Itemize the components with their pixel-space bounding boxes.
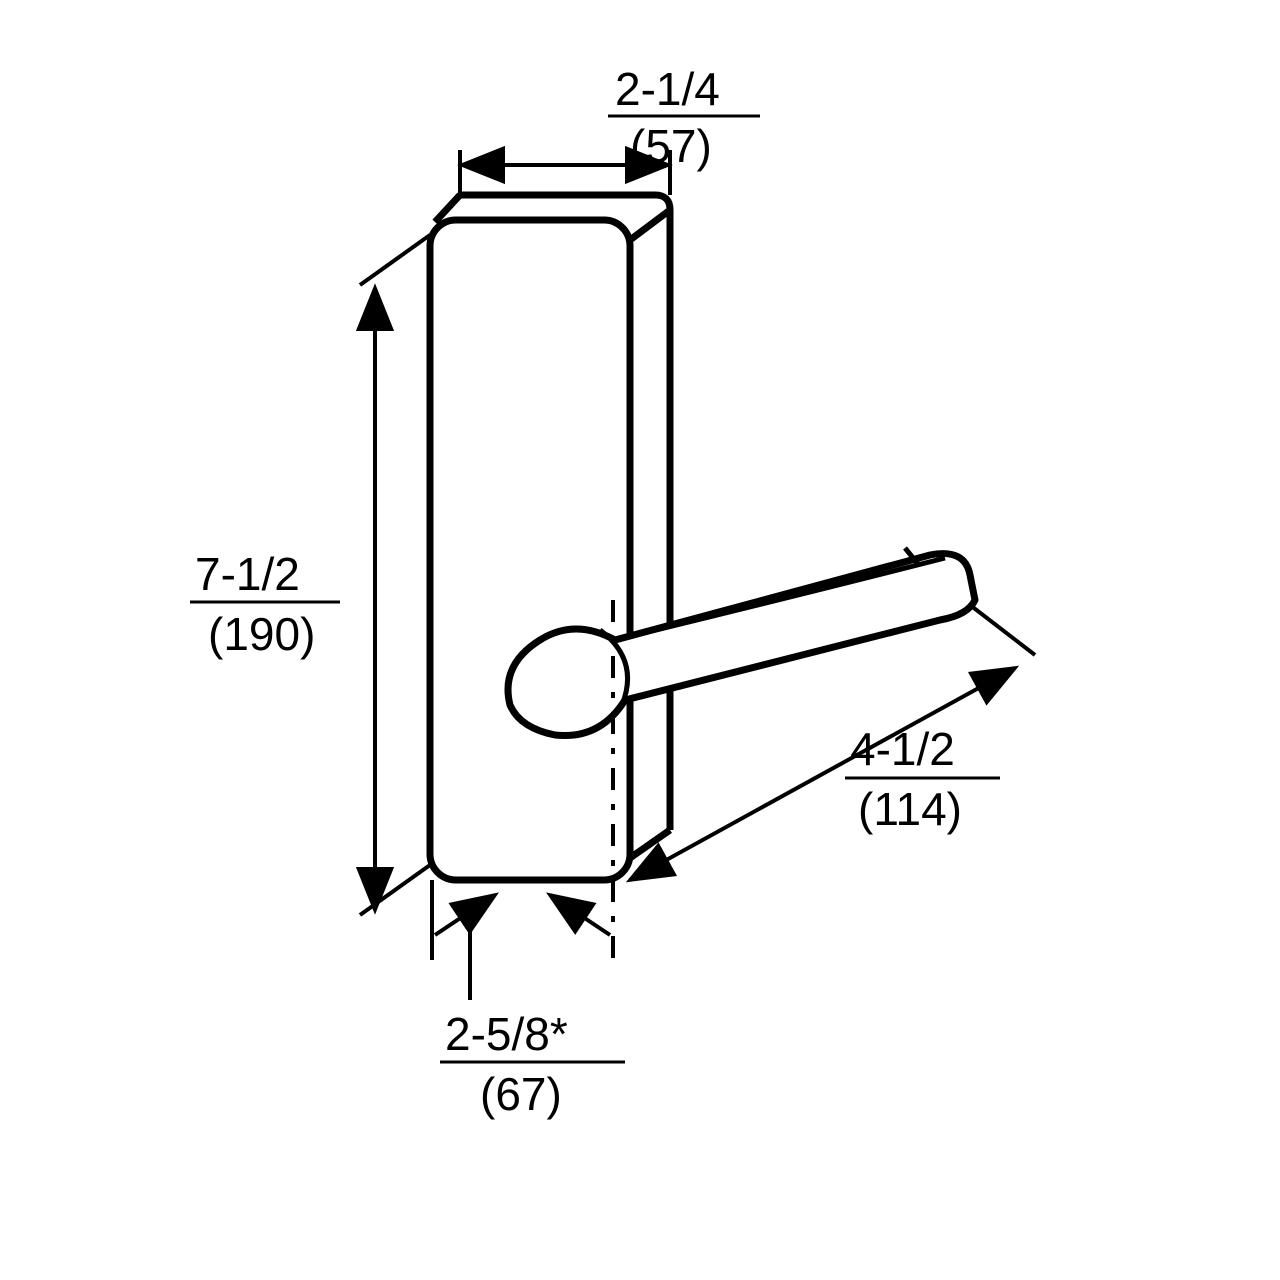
dim-width-metric: (57) [630,120,712,172]
dim-lever-metric: (114) [858,783,962,835]
dim-height [360,235,430,915]
dim-height-imperial: 7-1/2 [195,548,300,600]
dim-backset-metric: (67) [480,1068,562,1120]
dim-backset [432,880,610,1000]
dim-height-metric: (190) [208,608,315,660]
dim-backset-imperial: 2-5/8* [445,1008,568,1060]
dim-width-imperial: 2-1/4 [615,63,720,115]
dimension-diagram: 2-1/4 (57) 7-1/2 (190) 4-1/2 (114) 2-5/8… [0,0,1280,1280]
dim-lever-imperial: 4-1/2 [850,723,955,775]
escutcheon-plate [430,195,670,880]
